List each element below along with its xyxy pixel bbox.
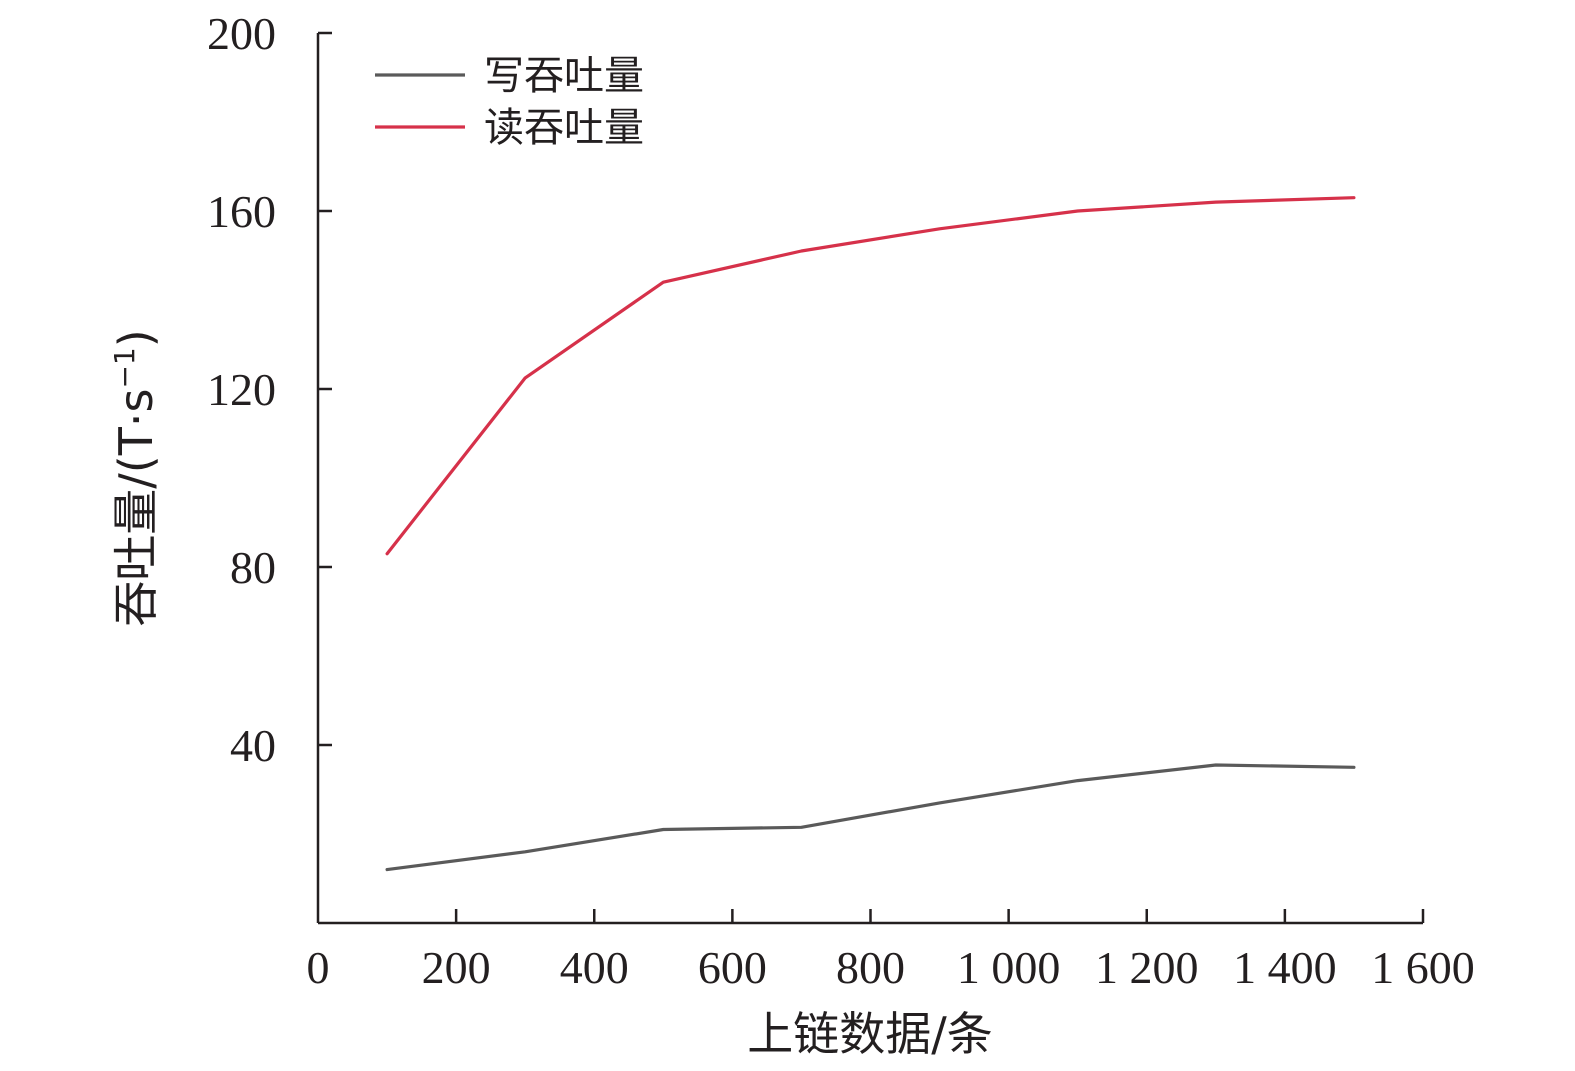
x-tick-label-600: 600: [698, 942, 767, 993]
tick-labels: 0 200 400 600 800 1 000 1 200 1 400 1 600 40 80 120…: [207, 8, 1475, 993]
y-tick-label-80: 80: [230, 542, 276, 593]
x-tick-label-400: 400: [560, 942, 629, 993]
x-tick-label-0: 0: [307, 942, 330, 993]
x-tick-label-1600: 1 600: [1371, 942, 1475, 993]
series-line-1: [385, 763, 1356, 872]
y-axis-title: 吞吐量/(T·s−1): [108, 329, 163, 626]
legend-label-2: 读吞吐量: [484, 105, 644, 151]
x-tick-label-1400: 1 400: [1233, 942, 1337, 993]
y-tick-label-40: 40: [230, 720, 276, 771]
y-axis-title-close: ): [109, 329, 163, 347]
series-line-2: [385, 196, 1356, 556]
series-lines: [385, 196, 1356, 872]
y-axis-title-superscript: −1: [108, 347, 141, 388]
x-tick-label-200: 200: [422, 942, 491, 993]
x-axis-title: 上链数据/条: [747, 1007, 993, 1061]
tick-marks: [318, 31, 1425, 923]
y-tick-label-200: 200: [207, 8, 276, 59]
legend-label-1: 写吞吐量: [484, 53, 644, 99]
x-tick-label-800: 800: [836, 942, 905, 993]
x-tick-label-1000: 1 000: [957, 942, 1061, 993]
y-axis-title-main: 吞吐量/(T·s: [109, 389, 163, 627]
y-tick-label-120: 120: [207, 364, 276, 415]
x-tick-label-1200: 1 200: [1095, 942, 1199, 993]
y-tick-label-160: 160: [207, 186, 276, 237]
axes: [316, 33, 1423, 925]
